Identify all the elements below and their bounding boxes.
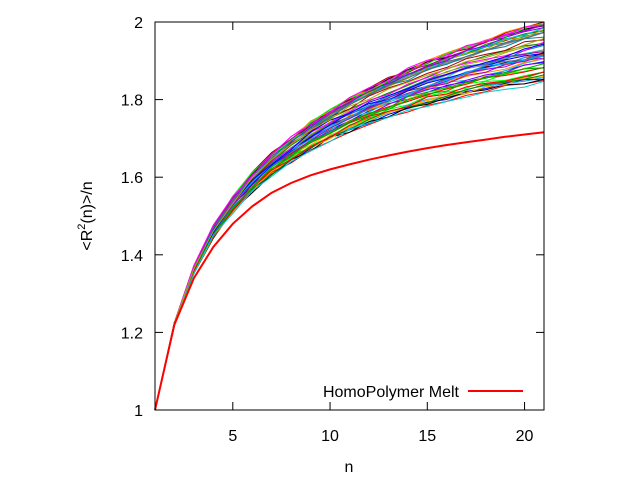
y-axis-title-superscript: 2 [76, 224, 88, 230]
x-tick-label: 15 [418, 428, 436, 445]
y-tick-label: 1.8 [121, 93, 143, 110]
plot-frame [154, 21, 545, 411]
x-tick-label: 20 [516, 428, 534, 445]
y-tick-labels: 1 1.2 1.4 1.6 1.8 2 [121, 15, 143, 420]
ensemble-line [154, 23, 545, 411]
ensemble-line [154, 80, 545, 411]
ensemble-line [154, 32, 545, 411]
y-tick-label: 1.6 [121, 170, 143, 187]
axis-ticks [155, 21, 544, 411]
x-axis-title: n [345, 459, 354, 476]
ensemble-line [154, 63, 545, 411]
legend-label: HomoPolymer Melt [323, 384, 460, 401]
ensemble-series-group [154, 21, 545, 411]
y-axis-title-suffix: (n)>/n [79, 181, 96, 223]
y-tick-label: 1 [134, 403, 143, 420]
legend: HomoPolymer Melt [323, 384, 523, 401]
x-tick-labels: 5 10 15 20 [228, 428, 533, 445]
ensemble-line [154, 36, 545, 411]
main-series-group [154, 131, 545, 411]
x-tick-label: 10 [321, 428, 339, 445]
ensemble-line [154, 24, 545, 411]
y-tick-label: 2 [134, 15, 143, 32]
x-tick-label: 5 [228, 428, 237, 445]
ensemble-line [154, 21, 545, 411]
ensemble-line [154, 24, 545, 411]
ensemble-line [154, 43, 545, 411]
homopolymer-melt-line [154, 131, 545, 411]
ensemble-line [154, 30, 545, 411]
y-tick-label: 1.4 [121, 248, 143, 265]
y-axis-title-prefix: <R [79, 230, 96, 251]
y-tick-label: 1.2 [121, 325, 143, 342]
y-axis-title: <R2(n)>/n [76, 181, 96, 250]
ensemble-line [154, 76, 545, 411]
ensemble-line [154, 38, 545, 411]
